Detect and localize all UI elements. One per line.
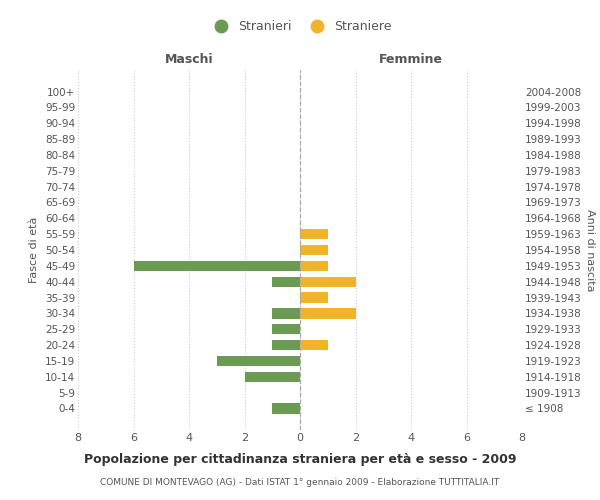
Bar	[300, 292, 328, 302]
Bar	[245, 372, 300, 382]
Bar	[300, 260, 328, 271]
Text: Popolazione per cittadinanza straniera per età e sesso - 2009: Popolazione per cittadinanza straniera p…	[84, 452, 516, 466]
Bar	[300, 308, 355, 318]
Y-axis label: Fasce di età: Fasce di età	[29, 217, 40, 283]
Bar	[300, 229, 328, 239]
Bar	[133, 260, 300, 271]
Bar	[217, 356, 300, 366]
Bar	[300, 245, 328, 255]
Bar	[272, 308, 300, 318]
Bar	[272, 324, 300, 334]
Bar	[272, 340, 300, 350]
Y-axis label: Anni di nascita: Anni di nascita	[586, 209, 595, 291]
Bar	[300, 276, 355, 287]
Bar	[300, 340, 328, 350]
Text: Femmine: Femmine	[379, 54, 443, 66]
Text: Maschi: Maschi	[164, 54, 214, 66]
Bar	[272, 404, 300, 413]
Bar	[272, 276, 300, 287]
Legend: Stranieri, Straniere: Stranieri, Straniere	[203, 15, 397, 38]
Text: COMUNE DI MONTEVAGO (AG) - Dati ISTAT 1° gennaio 2009 - Elaborazione TUTTITALIA.: COMUNE DI MONTEVAGO (AG) - Dati ISTAT 1°…	[100, 478, 500, 487]
